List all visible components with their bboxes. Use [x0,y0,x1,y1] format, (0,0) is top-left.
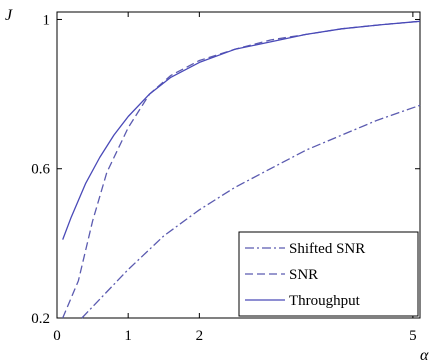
legend-label: Shifted SNR [289,241,365,257]
series-line-snr [62,20,421,319]
series-lines [62,20,421,319]
x-tick-label: 5 [409,328,417,344]
legend-box [238,231,419,317]
x-tick-label: 2 [196,328,204,344]
y-tick-label: 0.6 [31,162,50,178]
x-tick-label: 1 [124,328,132,344]
series-line-throughput [62,20,421,240]
series-line-shifted-snr [81,104,421,319]
y-tick-label: 0.2 [31,311,50,327]
legend: Shifted SNR SNR Throughput [238,231,419,317]
y-tick-label: 1 [43,12,51,28]
x-axis-label: α [420,347,429,360]
y-axis-label: J [5,7,13,24]
axis-ticks: 0 1 2 5 0.2 0.6 1 [31,12,420,344]
x-tick-label: 0 [53,328,61,344]
plot-frame [56,11,421,319]
plot-border [56,11,421,319]
legend-label: SNR [289,267,318,283]
legend-label: Throughput [289,293,361,309]
